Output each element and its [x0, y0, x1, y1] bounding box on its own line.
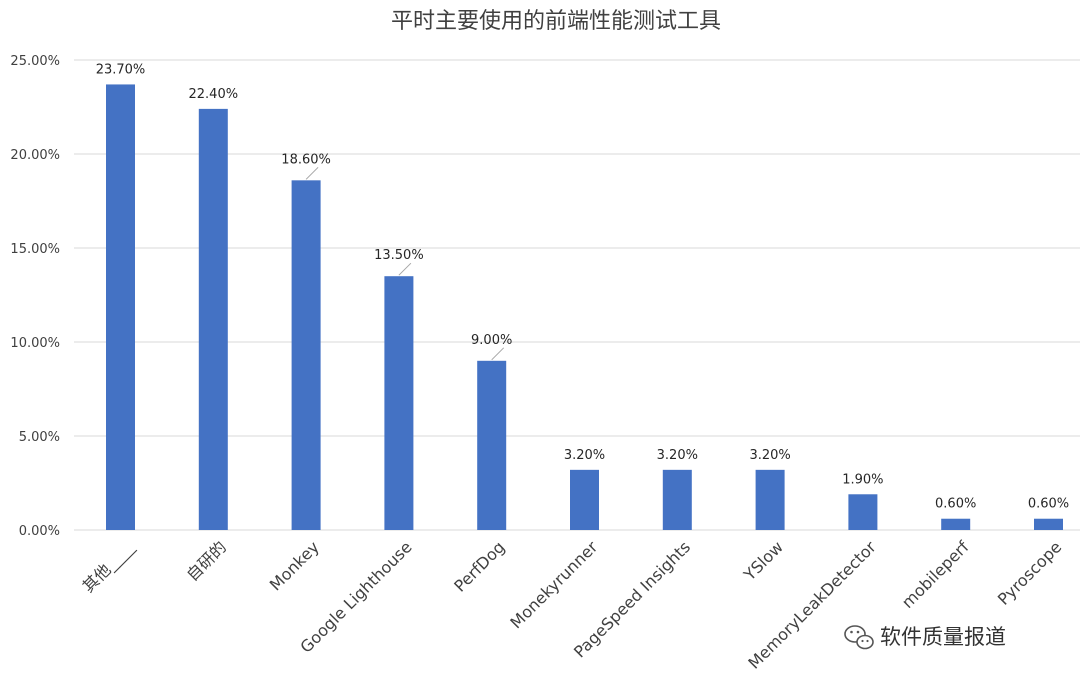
x-tick-label: PerfDog	[450, 537, 508, 595]
watermark: 软件质量报道	[844, 625, 1006, 650]
data-label: 22.40%	[189, 87, 239, 102]
bar	[477, 360, 507, 530]
data-label: 23.70%	[96, 62, 146, 77]
gridlines	[74, 59, 1080, 531]
x-tick-label: mobileperf	[898, 537, 973, 612]
leader-line	[398, 262, 412, 276]
y-tick-label: 25.00%	[10, 54, 60, 69]
x-tick-label: YSlow	[739, 537, 787, 585]
bar	[570, 469, 599, 530]
data-label: 0.60%	[935, 497, 976, 512]
data-label: 9.00%	[471, 333, 512, 348]
bar	[384, 276, 414, 530]
data-label: 1.90%	[842, 472, 883, 487]
x-tick-label: 其他____	[79, 537, 139, 597]
bar	[662, 469, 692, 530]
bar	[755, 469, 785, 530]
x-tick-label: Monkey	[266, 537, 323, 594]
data-labels: 23.70% 22.40% 18.60% 13.50% 9.00% 3.20% 3.20% 3…	[96, 62, 1069, 511]
y-tick-label: 20.00%	[10, 148, 60, 163]
leader-line	[491, 347, 505, 361]
bar	[1034, 518, 1063, 530]
x-tick-label: Pyroscope	[994, 537, 1065, 608]
wechat-icon	[844, 625, 874, 650]
data-label: 0.60%	[1028, 497, 1069, 512]
data-label: 3.20%	[749, 448, 790, 463]
y-tick-label: 15.00%	[10, 242, 60, 257]
bar	[291, 180, 321, 530]
y-tick-label: 5.00%	[19, 430, 60, 445]
data-label: 13.50%	[374, 248, 424, 263]
leader-line	[305, 166, 319, 180]
bar	[198, 108, 228, 530]
y-tick-label: 10.00%	[10, 336, 60, 351]
y-tick-label: 0.00%	[19, 524, 60, 539]
bar	[941, 518, 971, 530]
bars	[106, 84, 1063, 530]
bar	[106, 84, 135, 530]
data-label: 18.60%	[281, 152, 331, 167]
bar	[848, 494, 878, 530]
x-tick-label: Monekyrunner	[506, 537, 601, 632]
data-label: 3.20%	[657, 448, 698, 463]
chart-title: 平时主要使用的前端性能测试工具	[391, 9, 721, 34]
y-axis-ticks: 0.00% 5.00% 10.00% 15.00% 20.00% 25.00%	[10, 54, 60, 539]
data-label: 3.20%	[564, 448, 605, 463]
watermark-text: 软件质量报道	[880, 625, 1006, 649]
x-tick-label: 自研的	[183, 537, 230, 584]
